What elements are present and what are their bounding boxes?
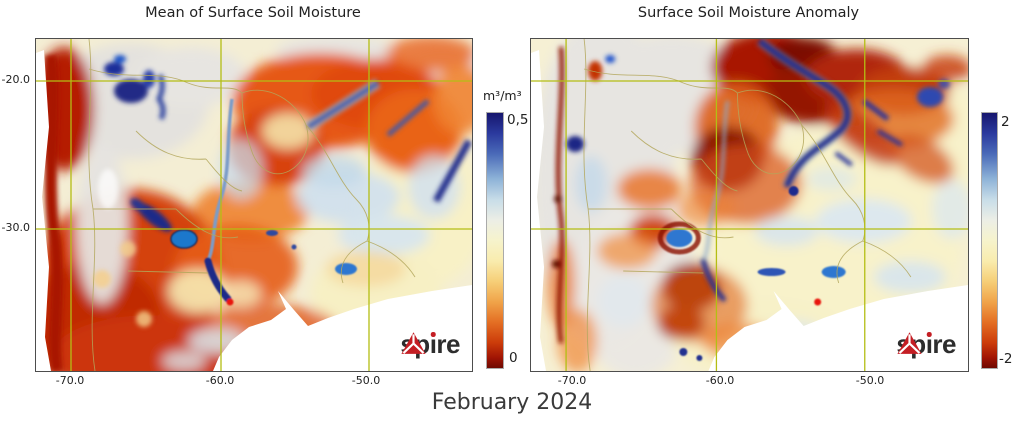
left-map-xtick--60: -60.0 [205,374,235,387]
red-dot-icon [926,332,932,337]
spire-logo: spıre [400,331,460,357]
wordmark-i: ı [926,331,933,357]
left-colorbar [486,112,504,369]
wordmark-i: ı [430,331,437,357]
wordmark-i-glyph: ı [925,329,933,359]
spire-triangle-icon [401,332,426,354]
right-map-xtick--50: -50.0 [855,374,885,387]
left-map-canvas [36,39,472,371]
left-map-title: Mean of Surface Soil Moisture [145,5,361,21]
red-dot-icon [430,332,436,337]
left-map-xtick--50: -50.0 [351,374,381,387]
right-map-panel: spıre [530,38,969,372]
left-map-panel: spıre [35,38,473,372]
spire-triangle-icon [897,332,922,354]
left-map-ytick--20: -20.0 [1,73,30,86]
right-map-title: Surface Soil Moisture Anomaly [637,5,860,21]
right-map-xtick--70: -70.0 [557,374,587,387]
wordmark-text: re [436,329,460,359]
right-colorbar [981,112,998,369]
left-map-ytick--30: -30.0 [1,221,30,234]
left-map-xtick--70: -70.0 [55,374,85,387]
right-map-xtick--60: -60.0 [705,374,735,387]
spire-logo: spıre [896,331,956,357]
left-colorbar-max-label: 0,5 [507,112,529,128]
right-map-canvas [531,39,968,371]
left-colorbar-unit: m³/m³ [483,88,522,103]
right-colorbar-max-label: 2 [1001,114,1010,130]
wordmark-text: re [932,329,956,359]
right-colorbar-min-label: -2 [999,351,1013,367]
left-colorbar-min-label: 0 [509,350,518,366]
figure-caption: February 2024 [431,390,593,415]
wordmark-i-glyph: ı [429,329,437,359]
